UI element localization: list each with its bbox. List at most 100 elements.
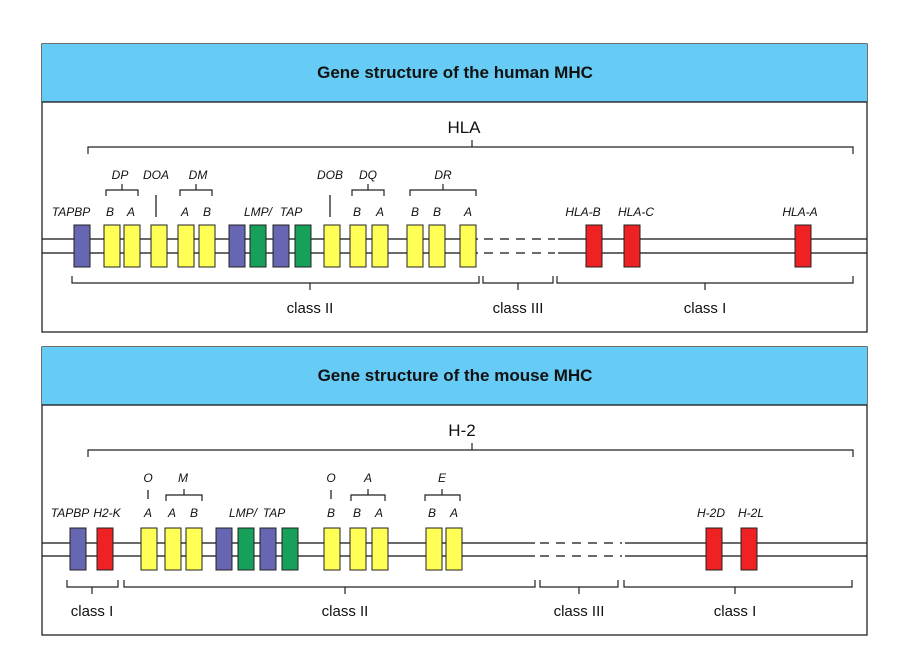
tap-gene-2 bbox=[272, 224, 290, 268]
ea-label: A bbox=[449, 506, 458, 520]
ob-label: B bbox=[327, 506, 335, 520]
a-bracket bbox=[350, 489, 386, 501]
h2d-label: H-2D bbox=[697, 506, 725, 520]
dp-b-label: B bbox=[106, 205, 114, 219]
h2l-label: H-2L bbox=[738, 506, 764, 520]
dra-gene bbox=[459, 224, 477, 268]
human-class-i-bracket bbox=[556, 276, 854, 290]
dpb-gene bbox=[103, 224, 121, 268]
ab-gene bbox=[349, 527, 367, 571]
mouse-lmp-gene-1 bbox=[237, 527, 255, 571]
dob-label: DOB bbox=[317, 168, 343, 182]
mb-gene bbox=[185, 527, 203, 571]
tapbp-gene bbox=[73, 224, 91, 268]
mouse-panel: Gene structure of the mouse MHC H-2 O M … bbox=[41, 346, 868, 636]
mouse-lmp-label: LMP/ bbox=[229, 506, 259, 520]
dq-label: DQ bbox=[359, 168, 377, 182]
tapbp-label: TAPBP bbox=[52, 205, 90, 219]
human-header bbox=[42, 44, 867, 102]
dmb-gene bbox=[198, 224, 216, 268]
h2k-label: H2-K bbox=[93, 506, 121, 520]
doa-label: DOA bbox=[143, 168, 169, 182]
human-class-i-label: class I bbox=[684, 300, 727, 317]
mouse-title: Gene structure of the mouse MHC bbox=[318, 366, 593, 385]
human-panel: Gene structure of the human MHC HLA DP D… bbox=[41, 43, 868, 333]
mouse-header bbox=[42, 347, 867, 405]
e-bracket bbox=[424, 489, 461, 501]
doa-gene bbox=[150, 224, 168, 268]
lmp-gene-1 bbox=[249, 224, 267, 268]
hla-c-label: HLA-C bbox=[618, 205, 654, 219]
h2l-gene bbox=[740, 527, 758, 571]
mouse-class-iii-bracket bbox=[539, 580, 619, 594]
hla-a-label: HLA-A bbox=[782, 205, 817, 219]
a-label: A bbox=[363, 471, 372, 485]
dq-b-label: B bbox=[353, 205, 361, 219]
mouse-tap-label: TAP bbox=[263, 506, 285, 520]
mouse-lmp-gene-2 bbox=[281, 527, 299, 571]
human-class-iii-bracket bbox=[482, 276, 554, 290]
aa-label: A bbox=[374, 506, 383, 520]
mouse-tapbp-label: TAPBP bbox=[51, 506, 89, 520]
o2-label: O bbox=[326, 471, 335, 485]
drb-gene-1 bbox=[406, 224, 424, 268]
h2d-gene bbox=[705, 527, 723, 571]
mouse-tap-gene-1 bbox=[215, 527, 233, 571]
o1-label: O bbox=[143, 471, 152, 485]
h2-bracket bbox=[87, 443, 854, 457]
hla-b-gene bbox=[585, 224, 603, 268]
mouse-class-i-right-bracket bbox=[623, 580, 853, 594]
dp-a-label: A bbox=[126, 205, 135, 219]
dm-bracket bbox=[179, 184, 213, 196]
hla-b-label: HLA-B bbox=[565, 205, 600, 219]
hla-label: HLA bbox=[447, 118, 481, 137]
dq-a-label: A bbox=[375, 205, 384, 219]
e-label: E bbox=[438, 471, 447, 485]
dp-label: DP bbox=[112, 168, 129, 182]
dr-label: DR bbox=[434, 168, 452, 182]
dm-label: DM bbox=[189, 168, 208, 182]
mouse-class-i-right-label: class I bbox=[714, 603, 757, 620]
dr-b2-label: B bbox=[433, 205, 441, 219]
dma-gene bbox=[177, 224, 195, 268]
mb-label: B bbox=[190, 506, 198, 520]
human-title: Gene structure of the human MHC bbox=[317, 63, 593, 82]
ma-gene bbox=[164, 527, 182, 571]
ob-gene bbox=[323, 527, 341, 571]
dqb-gene bbox=[349, 224, 367, 268]
human-class-iii-label: class III bbox=[493, 300, 544, 317]
drb-gene-2 bbox=[428, 224, 446, 268]
dpa-gene bbox=[123, 224, 141, 268]
m-label: M bbox=[178, 471, 188, 485]
dr-b1-label: B bbox=[411, 205, 419, 219]
mouse-tapbp-gene bbox=[69, 527, 87, 571]
dp-bracket bbox=[105, 184, 139, 196]
lmp-label: LMP/ bbox=[244, 205, 274, 219]
h2k-gene bbox=[96, 527, 114, 571]
ea-gene bbox=[445, 527, 463, 571]
dm-b-label: B bbox=[203, 205, 211, 219]
oa-gene bbox=[140, 527, 158, 571]
mouse-class-ii-bracket bbox=[123, 580, 536, 594]
human-class-ii-label: class II bbox=[287, 300, 334, 317]
dq-bracket bbox=[351, 184, 385, 196]
aa-gene bbox=[371, 527, 389, 571]
hla-a-gene bbox=[794, 224, 812, 268]
dqa-gene bbox=[371, 224, 389, 268]
dr-bracket bbox=[409, 184, 477, 196]
tap-label: TAP bbox=[280, 205, 302, 219]
m-bracket bbox=[165, 489, 203, 501]
ma-label: A bbox=[167, 506, 176, 520]
oa-label: A bbox=[143, 506, 152, 520]
dm-a-label: A bbox=[180, 205, 189, 219]
eb-gene bbox=[425, 527, 443, 571]
lmp-gene-2 bbox=[294, 224, 312, 268]
hla-bracket bbox=[87, 140, 854, 154]
human-class-ii-bracket bbox=[71, 276, 480, 290]
eb-label: B bbox=[428, 506, 436, 520]
dr-a-label: A bbox=[463, 205, 472, 219]
h2-label: H-2 bbox=[448, 421, 475, 440]
mouse-class-iii-label: class III bbox=[554, 603, 605, 620]
mouse-class-i-left-bracket bbox=[66, 580, 119, 594]
